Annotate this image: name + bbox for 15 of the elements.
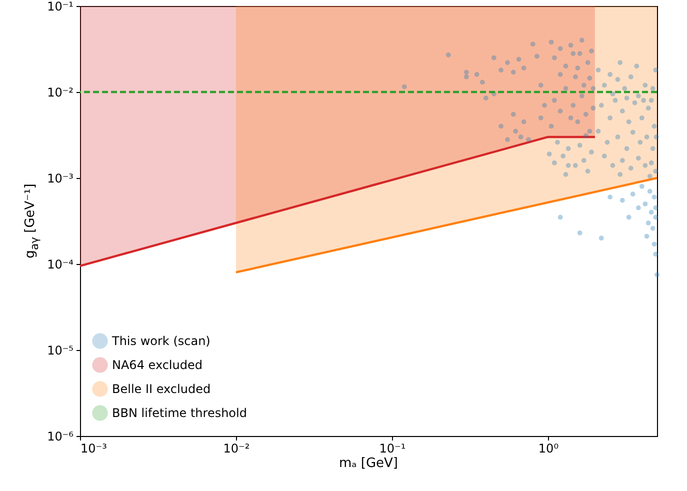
y-tick-label: 10⁻⁴ xyxy=(47,258,74,272)
legend-label: This work (scan) xyxy=(111,334,210,348)
y-tick-label: 10⁻⁵ xyxy=(47,344,74,358)
x-tick-label: 10⁻³ xyxy=(80,442,108,456)
y-tick-label: 10⁻³ xyxy=(47,172,74,186)
y-tick-label: 10⁻¹ xyxy=(47,0,74,14)
legend-label: BBN lifetime threshold xyxy=(112,406,247,420)
x-tick-label: 10⁻¹ xyxy=(379,442,406,456)
legend-label: NA64 excluded xyxy=(112,358,202,372)
y-tick-label: 10⁻⁶ xyxy=(47,430,74,444)
x-tick-label: 10⁻² xyxy=(223,442,250,456)
x-tick-label: 10⁰ xyxy=(538,442,559,456)
legend-label: Belle II excluded xyxy=(112,382,211,396)
y-tick-label: 10⁻² xyxy=(47,86,74,100)
x-axis-title: mₐ [GeV] xyxy=(338,456,399,471)
